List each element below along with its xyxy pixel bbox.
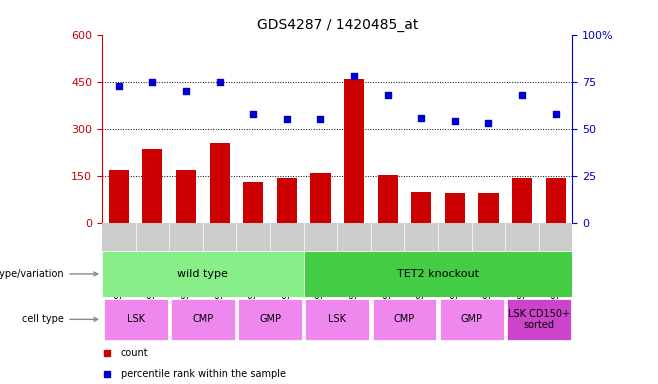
Text: wild type: wild type	[178, 269, 228, 279]
Text: percentile rank within the sample: percentile rank within the sample	[121, 369, 286, 379]
Bar	[176, 170, 196, 223]
Text: cell type: cell type	[22, 314, 97, 324]
Title: GDS4287 / 1420485_at: GDS4287 / 1420485_at	[257, 18, 418, 32]
Point	[483, 120, 494, 126]
Point	[517, 92, 527, 98]
Point	[147, 79, 158, 85]
Bar	[311, 173, 330, 223]
Bar	[104, 299, 168, 340]
Text: LSK CD150+
sorted: LSK CD150+ sorted	[508, 309, 570, 330]
Bar	[109, 170, 129, 223]
Text: count: count	[121, 348, 149, 358]
Text: CMP: CMP	[393, 314, 415, 324]
Bar	[209, 143, 230, 223]
Bar	[303, 251, 572, 297]
Bar	[171, 299, 235, 340]
Point	[382, 92, 393, 98]
Point	[315, 116, 326, 122]
Bar	[372, 299, 436, 340]
Bar	[507, 299, 570, 340]
Text: genotype/variation: genotype/variation	[0, 269, 97, 279]
Point	[181, 88, 191, 94]
Bar	[445, 194, 465, 223]
Bar	[305, 299, 369, 340]
Bar	[344, 79, 364, 223]
Bar	[102, 251, 303, 297]
Point	[282, 116, 292, 122]
Text: LSK: LSK	[328, 314, 346, 324]
Bar	[378, 174, 397, 223]
Point	[114, 83, 124, 89]
Bar	[478, 194, 499, 223]
Text: GMP: GMP	[461, 314, 483, 324]
Point	[416, 114, 426, 121]
Point	[349, 73, 359, 79]
Text: CMP: CMP	[192, 314, 213, 324]
Bar	[512, 178, 532, 223]
Bar	[142, 149, 163, 223]
Point	[550, 111, 561, 117]
Point	[449, 118, 460, 124]
Point	[215, 79, 225, 85]
Text: GMP: GMP	[259, 314, 281, 324]
Text: TET2 knockout: TET2 knockout	[397, 269, 479, 279]
Bar	[440, 299, 503, 340]
Text: LSK: LSK	[126, 314, 145, 324]
Bar	[243, 182, 263, 223]
Point	[248, 111, 259, 117]
Bar	[545, 178, 566, 223]
Bar	[277, 178, 297, 223]
Bar	[411, 192, 432, 223]
Bar	[238, 299, 302, 340]
